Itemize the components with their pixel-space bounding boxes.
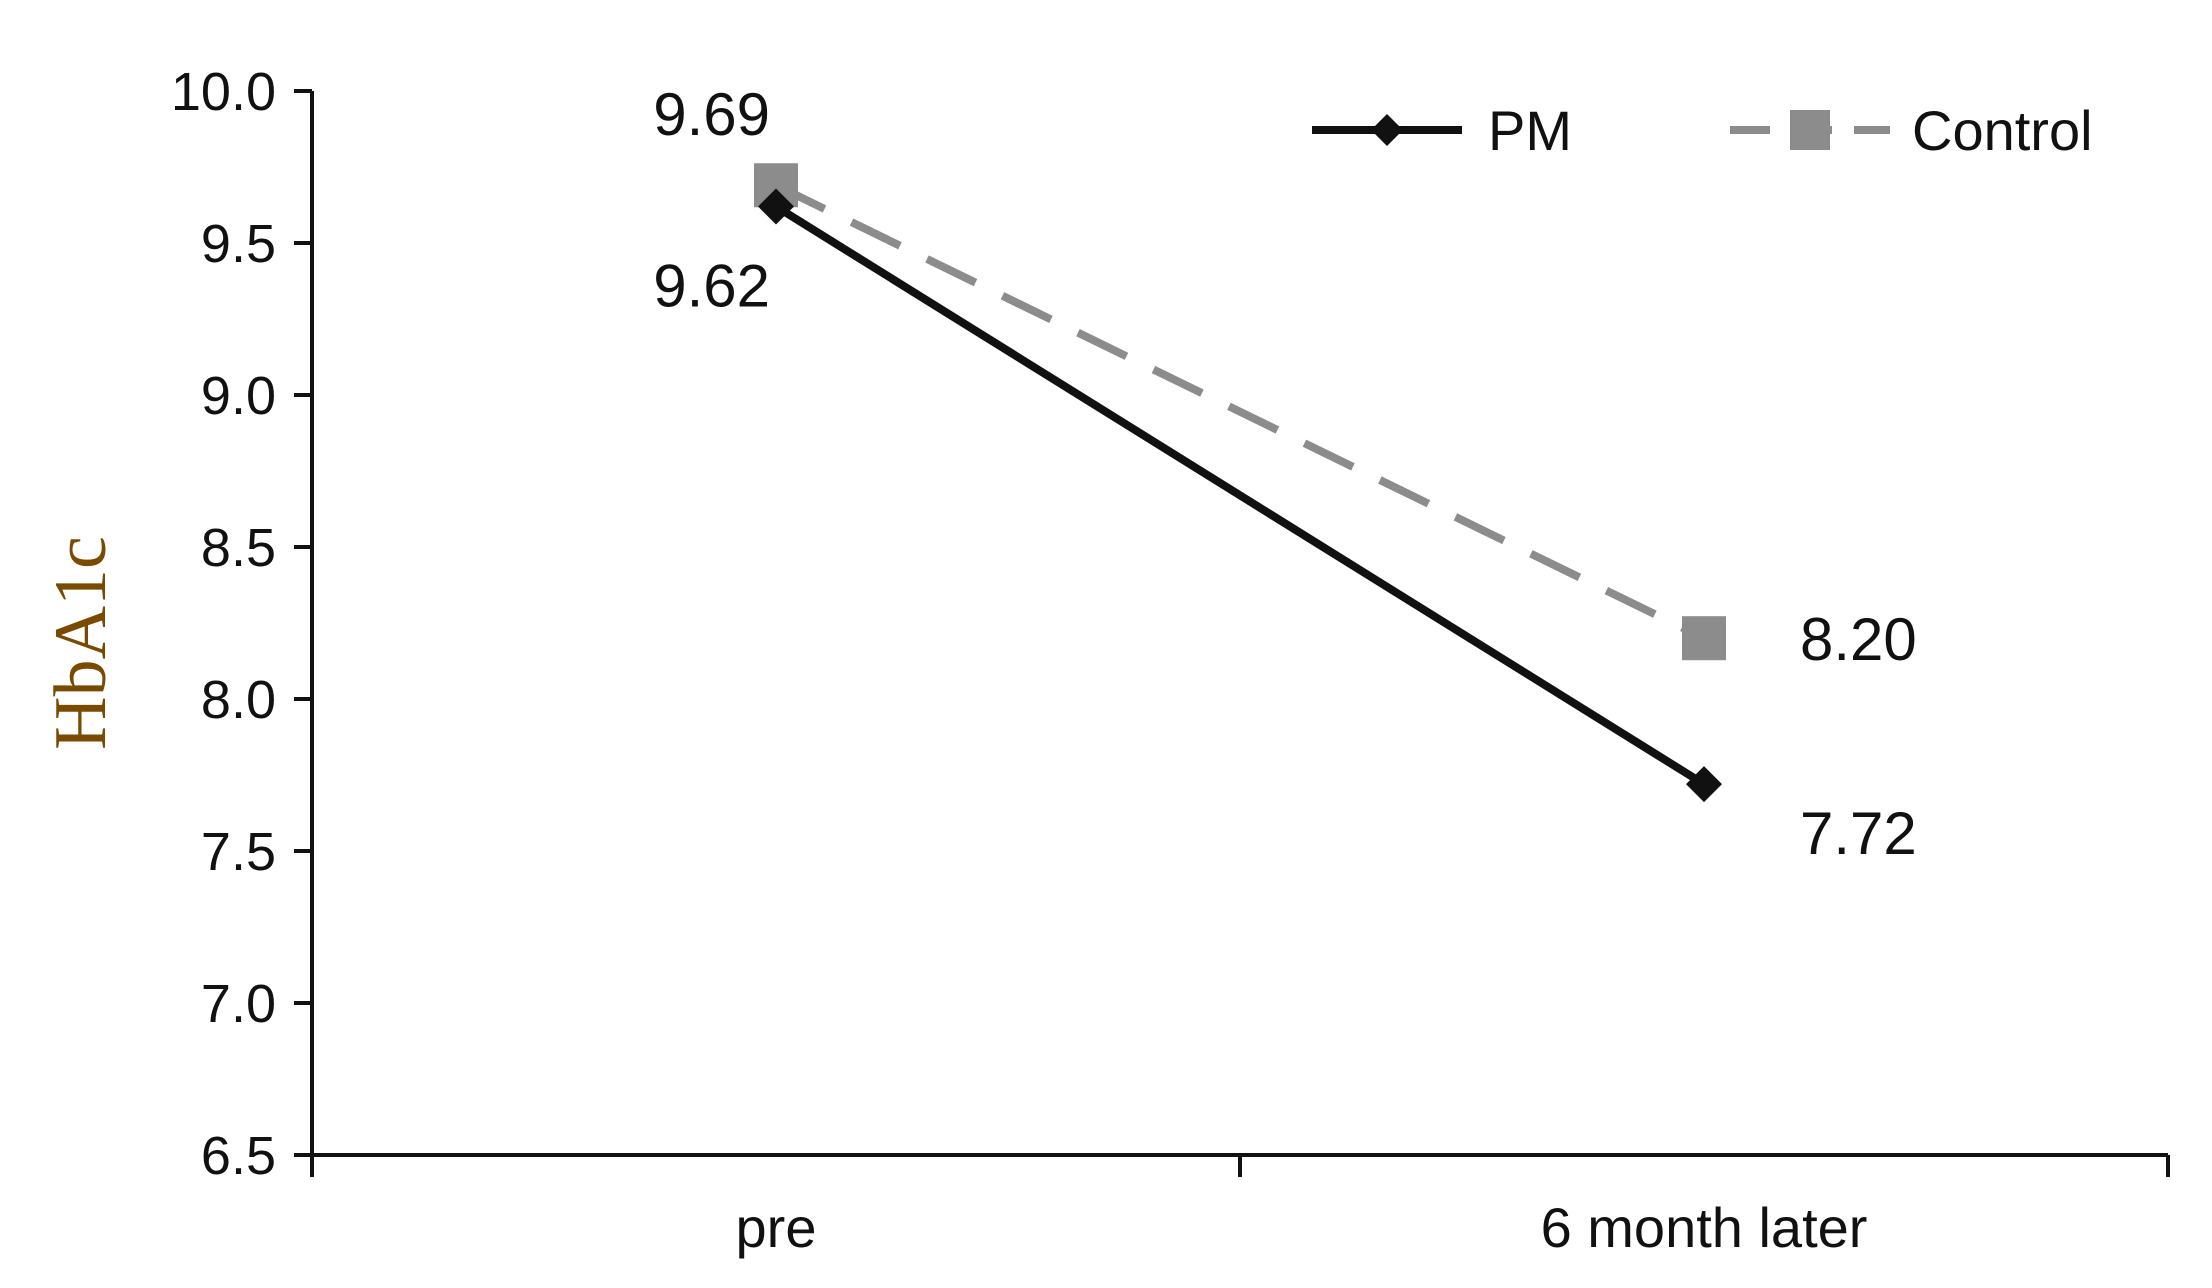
y-tick-label: 6.5 bbox=[201, 1126, 276, 1186]
data-point-pm bbox=[758, 188, 794, 225]
data-labels: 9.62 7.72 9.69 8.20 bbox=[653, 81, 1917, 867]
data-point-control bbox=[1682, 616, 1726, 661]
y-tick-label: 8.0 bbox=[201, 670, 276, 730]
data-label-control: 9.69 bbox=[653, 81, 770, 148]
y-axis-title: HbA1c bbox=[40, 536, 122, 750]
y-tick-label: 7.5 bbox=[201, 822, 276, 882]
legend-swatch-marker bbox=[1371, 114, 1403, 146]
legend-swatch-marker bbox=[1790, 110, 1830, 150]
y-tick-label: 7.0 bbox=[201, 974, 276, 1034]
x-axis: pre 6 month later bbox=[310, 1153, 2170, 1259]
x-category-label: 6 month later bbox=[1541, 1196, 1868, 1259]
y-tick-label: 9.5 bbox=[201, 214, 276, 274]
y-tick-label: 8.5 bbox=[201, 518, 276, 578]
data-label-control: 8.20 bbox=[1800, 606, 1917, 673]
data-point-pm bbox=[1686, 766, 1722, 803]
series-line-pm bbox=[773, 203, 1707, 788]
x-category-label: pre bbox=[736, 1196, 817, 1259]
legend: PM Control bbox=[1312, 99, 2093, 162]
y-axis: 6.5 7.0 7.5 8.0 8.5 9.0 9.5 10.0 bbox=[171, 62, 314, 1186]
series-line-control bbox=[774, 181, 1706, 642]
series-lines bbox=[754, 163, 1726, 803]
data-label-pm: 9.62 bbox=[653, 253, 770, 320]
legend-label-control: Control bbox=[1912, 99, 2093, 162]
y-tick-label: 10.0 bbox=[171, 62, 276, 122]
legend-label-pm: PM bbox=[1488, 99, 1572, 162]
y-tick-label: 9.0 bbox=[201, 366, 276, 426]
data-label-pm: 7.72 bbox=[1800, 800, 1917, 867]
